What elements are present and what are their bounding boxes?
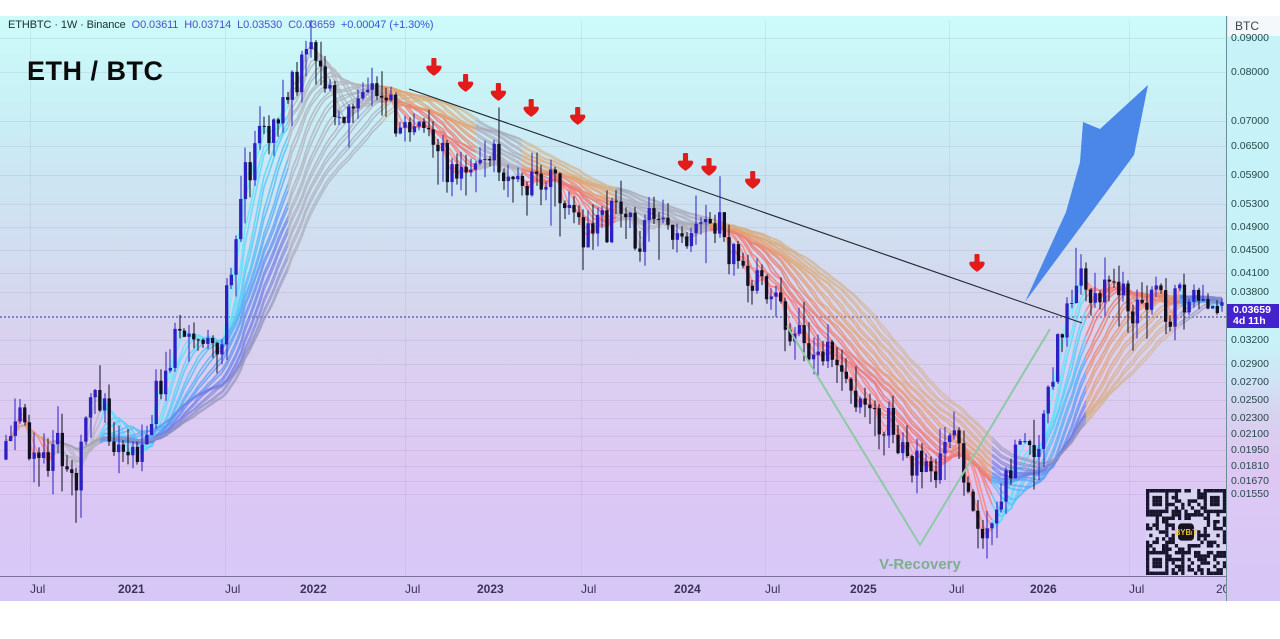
svg-text:BYBIT: BYBIT [1175,528,1197,537]
